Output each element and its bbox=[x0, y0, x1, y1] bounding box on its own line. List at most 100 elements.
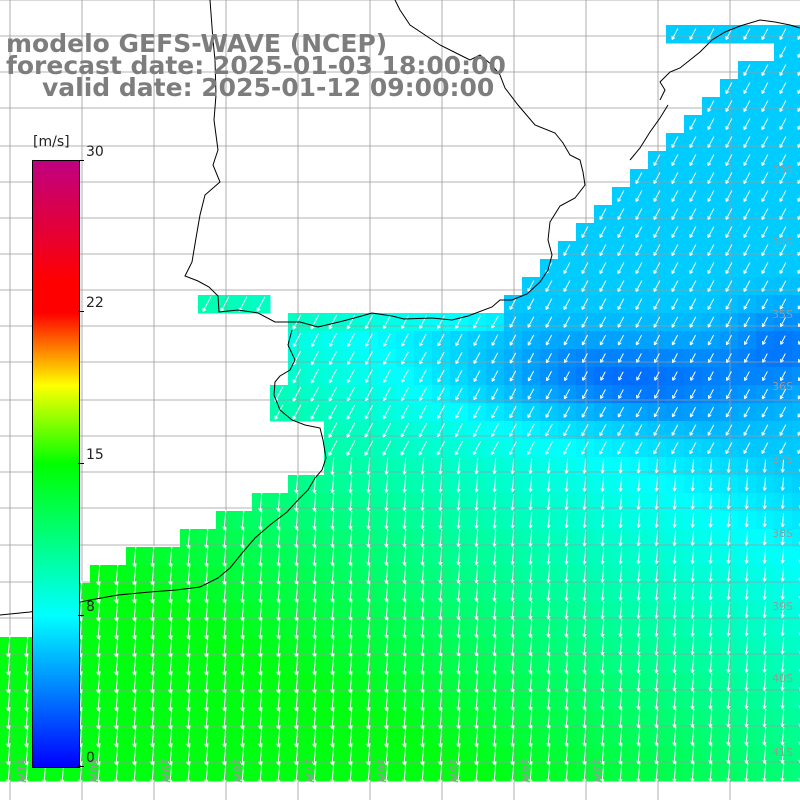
wind-arrow bbox=[636, 565, 641, 583]
wind-arrow bbox=[653, 334, 661, 346]
wind-arrow bbox=[456, 493, 461, 511]
wind-arrow bbox=[402, 511, 407, 530]
wind-arrow bbox=[168, 761, 173, 784]
wind-arrow bbox=[725, 298, 733, 310]
lat-label: 35S bbox=[772, 308, 793, 321]
valid-date: valid date: 2025-01-12 09:00:00 bbox=[42, 73, 495, 102]
wind-arrow bbox=[384, 582, 389, 602]
wind-arrow bbox=[564, 565, 569, 583]
wind-arrow bbox=[510, 511, 515, 529]
wind-arrow bbox=[689, 406, 697, 418]
wind-arrow bbox=[294, 761, 299, 784]
wind-arrow bbox=[312, 492, 317, 512]
wind-cell bbox=[792, 259, 800, 278]
wind-arrow bbox=[726, 353, 732, 363]
wind-arrow bbox=[510, 583, 515, 602]
wind-arrow bbox=[779, 82, 787, 94]
wind-arrow bbox=[635, 316, 643, 328]
wind-arrow bbox=[690, 548, 695, 564]
wind-arrow bbox=[420, 511, 425, 529]
wind-arrow bbox=[780, 548, 785, 564]
wind-arrow bbox=[725, 424, 733, 436]
wind-arrow bbox=[419, 369, 427, 383]
wind-arrow bbox=[366, 617, 371, 639]
wind-arrow bbox=[635, 172, 643, 184]
wind-arrow bbox=[761, 388, 769, 400]
wind-arrow bbox=[636, 744, 641, 765]
wind-arrow bbox=[330, 582, 335, 603]
wind-arrow bbox=[618, 583, 623, 601]
wind-arrow bbox=[384, 564, 389, 584]
wind-arrow bbox=[402, 457, 407, 475]
wind-arrow bbox=[330, 761, 335, 784]
wind-arrow bbox=[310, 333, 319, 348]
wind-arrow bbox=[636, 389, 642, 399]
wind-arrow bbox=[707, 406, 715, 418]
wind-arrow bbox=[780, 513, 785, 528]
wind-arrow bbox=[384, 761, 389, 784]
wind-arrow bbox=[636, 371, 642, 381]
wind-arrow bbox=[346, 314, 356, 330]
wind-arrow bbox=[654, 708, 659, 728]
wind-arrow bbox=[636, 353, 642, 363]
wind-arrow bbox=[348, 564, 353, 584]
wind-arrow bbox=[563, 353, 570, 364]
wind-arrow bbox=[438, 511, 443, 529]
wind-arrow bbox=[276, 563, 281, 585]
wind-arrow bbox=[653, 226, 661, 238]
wind-arrow bbox=[564, 547, 569, 565]
wind-arrow bbox=[672, 744, 677, 764]
wind-arrow bbox=[617, 226, 625, 238]
wind-arrow bbox=[725, 316, 733, 328]
colorbar-tick-label: 0 bbox=[86, 750, 95, 766]
wind-arrow bbox=[672, 512, 677, 528]
wind-arrow bbox=[582, 601, 587, 620]
wind-arrow bbox=[690, 512, 695, 528]
wind-arrow bbox=[492, 761, 497, 784]
wind-arrow bbox=[510, 458, 515, 474]
wind-arrow bbox=[617, 262, 625, 274]
wind-arrow bbox=[761, 424, 769, 436]
wind-arrow bbox=[438, 457, 443, 475]
wind-arrow bbox=[761, 172, 769, 184]
wind-arrow bbox=[438, 546, 443, 566]
wind-arrow bbox=[743, 262, 751, 274]
wind-arrow bbox=[546, 618, 551, 638]
wind-arrow bbox=[762, 762, 767, 782]
wind-arrow bbox=[384, 600, 389, 621]
wind-arrow bbox=[671, 334, 679, 346]
wind-arrow bbox=[690, 477, 695, 492]
wind-arrow bbox=[528, 690, 533, 711]
wind-arrow bbox=[510, 689, 515, 711]
wind-arrow bbox=[582, 371, 588, 381]
wind-arrow bbox=[672, 583, 677, 601]
wind-arrow bbox=[618, 726, 623, 747]
wind-arrow bbox=[762, 619, 767, 637]
wind-arrow bbox=[689, 136, 697, 148]
wind-arrow bbox=[761, 316, 768, 328]
wind-arrow bbox=[330, 492, 335, 512]
wind-arrow bbox=[310, 351, 320, 366]
wind-arrow bbox=[690, 459, 695, 473]
wind-arrow bbox=[492, 511, 497, 529]
wind-arrow bbox=[328, 314, 338, 330]
wind-arrow bbox=[582, 529, 587, 547]
wind-arrow bbox=[780, 335, 786, 345]
wind-arrow bbox=[761, 280, 769, 292]
wind-arrow bbox=[366, 546, 371, 566]
wind-cell bbox=[792, 349, 800, 368]
wind-arrow bbox=[563, 298, 571, 310]
wind-arrow bbox=[276, 546, 281, 567]
wind-arrow bbox=[474, 618, 479, 638]
wind-arrow bbox=[798, 358, 800, 363]
wind-arrow bbox=[347, 333, 355, 347]
wind-arrow bbox=[780, 655, 785, 673]
wind-arrow bbox=[527, 423, 535, 437]
wind-cell bbox=[792, 493, 800, 512]
wind-arrow bbox=[276, 492, 281, 512]
wind-arrow bbox=[132, 761, 137, 784]
wind-arrow bbox=[582, 725, 587, 747]
wind-arrow bbox=[600, 708, 605, 729]
wind-arrow bbox=[258, 492, 263, 512]
wind-arrow bbox=[348, 457, 353, 475]
